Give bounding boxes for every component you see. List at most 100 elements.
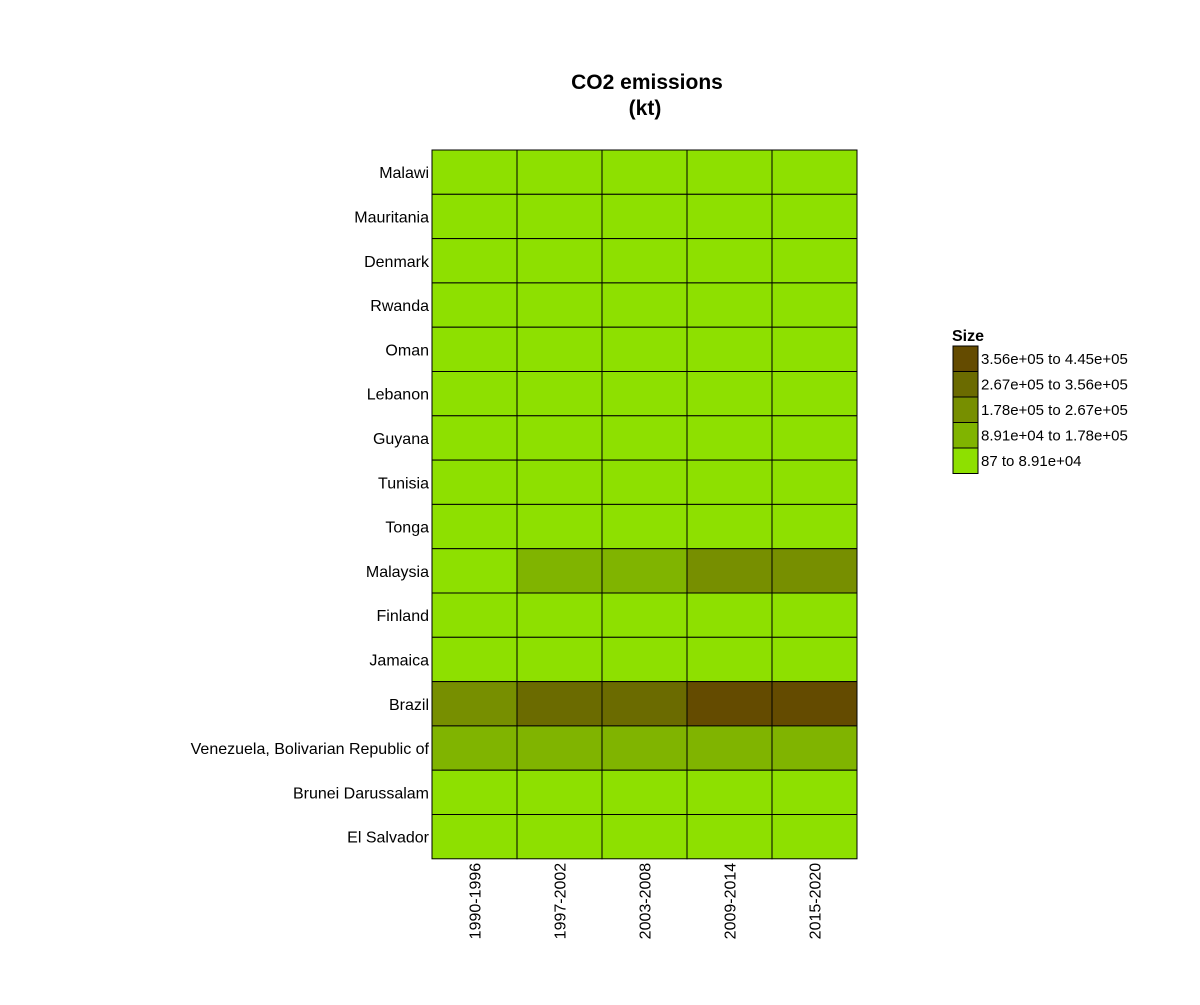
heatmap-cell	[686, 769, 773, 816]
heatmap-cell	[431, 592, 518, 638]
heatmap-cells	[431, 149, 858, 860]
heatmap-cell	[516, 548, 603, 594]
heatmap-cell	[601, 503, 688, 550]
legend-swatch	[952, 422, 979, 449]
heatmap-cell	[516, 725, 603, 771]
heatmap-cell	[431, 371, 518, 417]
column-label: 2009-2014	[723, 863, 740, 940]
heatmap-cell	[516, 282, 603, 328]
chart-title-line-2: (kt)	[629, 97, 662, 120]
heatmap-cell	[686, 371, 773, 417]
heatmap-cell	[771, 725, 858, 771]
heatmap-cell	[686, 814, 773, 860]
heatmap-cell	[516, 326, 603, 373]
heatmap-cell	[516, 238, 603, 284]
heatmap-cell	[601, 149, 688, 195]
heatmap-cell	[516, 371, 603, 417]
row-label: Tonga	[385, 520, 429, 537]
heatmap-cell	[771, 814, 858, 860]
legend-swatch	[952, 371, 979, 398]
legend-title: Size	[952, 328, 984, 345]
heatmap-cell	[516, 149, 603, 195]
heatmap-cell	[601, 459, 688, 505]
heatmap-cell	[431, 459, 518, 505]
row-label: Guyana	[373, 431, 429, 448]
heatmap-cell	[516, 459, 603, 505]
legend: Size 3.56e+05 to 4.45e+05 2.67e+05 to 3.5…	[952, 328, 1128, 474]
heatmap-cell	[431, 503, 518, 550]
heatmap-cell	[686, 282, 773, 328]
row-label: Jamaica	[369, 652, 429, 669]
heatmap-cell	[771, 769, 858, 816]
heatmap-cell	[771, 238, 858, 284]
heatmap-cell	[771, 636, 858, 683]
row-label: Brazil	[389, 697, 429, 714]
column-label: 1997-2002	[553, 863, 570, 940]
heatmap-cell	[771, 193, 858, 240]
heatmap-cell	[431, 193, 518, 240]
heatmap-cell	[431, 149, 518, 195]
heatmap-cell	[771, 548, 858, 594]
heatmap-cell	[686, 326, 773, 373]
legend-label: 8.91e+04 to 1.78e+05	[981, 427, 1128, 444]
heatmap-cell	[601, 238, 688, 284]
heatmap-cell	[431, 636, 518, 683]
heatmap-cell	[771, 459, 858, 505]
legend-label: 3.56e+05 to 4.45e+05	[981, 351, 1128, 368]
heatmap-cell	[771, 326, 858, 373]
heatmap-cell	[686, 459, 773, 505]
heatmap-cell	[601, 282, 688, 328]
heatmap-cell	[601, 193, 688, 240]
heatmap-cell	[431, 814, 518, 860]
column-label: 1990-1996	[468, 863, 485, 940]
legend-label: 2.67e+05 to 3.56e+05	[981, 376, 1128, 393]
heatmap-cell	[771, 149, 858, 195]
heatmap-cell	[771, 681, 858, 727]
heatmap-cell	[516, 769, 603, 816]
heatmap-cell	[771, 415, 858, 461]
heatmap-cell	[431, 725, 518, 771]
heatmap-cell	[431, 548, 518, 594]
column-label: 2003-2008	[638, 863, 655, 940]
heatmap-cell	[686, 503, 773, 550]
heatmap-cell	[431, 681, 518, 727]
row-label: El Salvador	[347, 830, 429, 847]
heatmap-cell	[431, 282, 518, 328]
row-label: Oman	[385, 342, 429, 359]
legend-label: 1.78e+05 to 2.67e+05	[981, 402, 1128, 419]
heatmap-cell	[686, 548, 773, 594]
legend-swatch	[952, 447, 979, 474]
heatmap-cell	[686, 193, 773, 240]
chart-title-line-1: CO2 emissions	[571, 71, 723, 94]
legend-swatch	[952, 396, 979, 423]
heatmap-cell	[686, 238, 773, 284]
row-label: Venezuela, Bolivarian Republic of	[191, 741, 430, 758]
heatmap-cell	[431, 238, 518, 284]
heatmap-cell	[601, 814, 688, 860]
heatmap-cell	[686, 636, 773, 683]
heatmap-cell	[516, 814, 603, 860]
heatmap-cell	[601, 548, 688, 594]
heatmap-cell	[771, 371, 858, 417]
row-label: Lebanon	[367, 387, 429, 404]
heatmap-cell	[516, 592, 603, 638]
heatmap-cell	[431, 769, 518, 816]
heatmap-cell	[601, 725, 688, 771]
heatmap-cell	[601, 636, 688, 683]
heatmap-cell	[601, 769, 688, 816]
heatmap-cell	[771, 592, 858, 638]
row-label: Malawi	[379, 165, 429, 182]
column-label: 2015-2020	[808, 863, 825, 940]
heatmap-cell	[686, 149, 773, 195]
heatmap-cell	[431, 326, 518, 373]
heatmap-cell	[686, 415, 773, 461]
heatmap-cell	[771, 503, 858, 550]
heatmap-cell	[516, 503, 603, 550]
row-label: Tunisia	[378, 475, 429, 492]
row-label: Malaysia	[366, 564, 429, 581]
heatmap-cell	[601, 371, 688, 417]
heatmap-cell	[686, 725, 773, 771]
row-labels: Malawi Mauritania Denmark Rwanda Oman Lebanon…	[191, 165, 430, 847]
